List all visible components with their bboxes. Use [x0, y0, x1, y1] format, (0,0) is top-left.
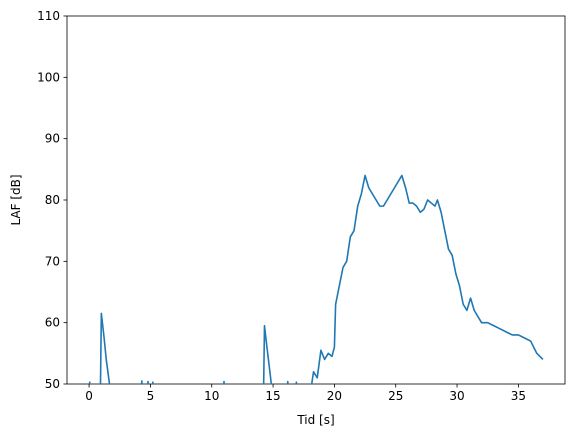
- x-tick-label: 10: [204, 389, 219, 403]
- y-tick-label: 90: [45, 132, 60, 146]
- x-axis-label: Tid [s]: [296, 413, 334, 427]
- y-tick-label: 60: [45, 316, 60, 330]
- x-tick-label: 25: [388, 389, 403, 403]
- x-tick-label: 5: [147, 389, 155, 403]
- y-tick-label: 70: [45, 254, 60, 268]
- y-tick-label: 80: [45, 193, 60, 207]
- x-tick-label: 30: [449, 389, 464, 403]
- x-tick-label: 0: [85, 389, 93, 403]
- x-tick-label: 35: [511, 389, 526, 403]
- y-tick-label: 50: [45, 377, 60, 391]
- y-axis-label: LAF [dB]: [9, 174, 23, 225]
- data-line: [88, 174, 544, 384]
- y-tick-label: 100: [37, 70, 60, 84]
- x-tick-label: 15: [265, 389, 280, 403]
- y-tick-label: 110: [37, 9, 60, 23]
- plot-frame: [66, 15, 566, 385]
- x-tick-label: 20: [327, 389, 342, 403]
